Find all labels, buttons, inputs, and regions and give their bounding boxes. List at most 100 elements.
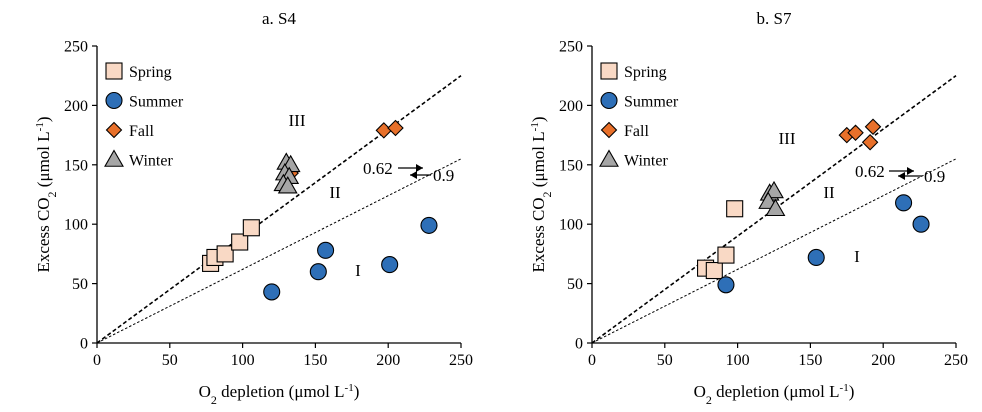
x-tick-label: 50 [657,352,673,369]
legend-marker-summer [600,91,618,110]
legend-label-spring: Spring [129,64,172,81]
legend-marker-fall [600,121,618,139]
data-point-fall [861,133,879,151]
x-tick-label: 200 [376,352,400,369]
x-tick-label: 200 [871,352,895,369]
data-point-summer [912,215,930,233]
x-axis-title: O2 depletion (μmol L-1) [694,382,855,407]
y-axis-title: Excess CO2 (μmol L-1) [529,116,554,272]
axis-title-part: Excess CO [529,197,548,272]
legend-label-winter: Winter [129,153,173,170]
reference-line-09 [591,75,957,344]
x-tick-label: 100 [726,352,750,369]
x-tick-label: 250 [944,352,968,369]
slope-09-label: 0.9 [433,166,454,185]
data-point-spring [216,245,234,263]
legend-marker-summer [105,91,123,110]
data-point-fall [864,118,882,136]
legend-label-summer: Summer [624,94,679,111]
y-tick-label: 250 [64,39,88,56]
y-axis-title: Excess CO2 (μmol L-1) [34,116,59,272]
axis-title-part: Excess CO [34,197,53,272]
x-tick-label: 100 [231,352,255,369]
y-tick-label: 0 [575,336,583,353]
axis-title-part: 2 [706,393,712,407]
legend-marker-fall [105,121,123,139]
y-tick-label: 50 [567,276,583,293]
y-tick-label: 100 [64,217,88,234]
axis-title-part: ) [354,382,360,401]
y-tick-label: 200 [559,98,583,115]
data-point-spring [705,261,723,280]
reference-line-062 [96,158,462,344]
region-label-iii: III [779,129,796,148]
y-tick-label: 100 [559,217,583,234]
legend-marker-spring [105,62,123,80]
x-tick-label: 150 [303,352,327,369]
data-point-summer [263,283,281,301]
region-label-iii: III [289,111,306,130]
axis-title-part: ) [529,116,548,122]
data-point-summer [420,216,438,234]
x-axis-title: O2 depletion (μmol L-1) [199,382,360,407]
data-point-summer [381,256,399,274]
y-tick-label: 50 [72,276,88,293]
axis-title-part: (μmol L [529,131,548,191]
legend-label-summer: Summer [129,94,184,111]
data-point-summer [895,194,913,212]
axis-title-part: -1 [840,382,849,394]
legend: Spring Summer Fall Winter [599,62,679,170]
legend-marker-spring [600,62,618,80]
slope-062-label: 0.62 [855,162,885,181]
x-tick-label: 250 [449,352,473,369]
series-fall [838,118,882,151]
data-point-spring [726,200,744,218]
data-point-summer [717,276,735,294]
region-label-ii: II [823,183,835,202]
reference-line-062 [591,158,957,344]
legend-marker-winter [104,149,124,167]
axis-title-part: ) [34,116,53,122]
data-point-summer [807,248,825,267]
axis-title-part: -1 [34,122,46,131]
slope-062-arrow-head [907,167,914,175]
data-point-fall [847,124,864,142]
legend-label-fall: Fall [624,123,649,140]
region-label-i: I [355,261,361,280]
legend-marker-winter [599,149,619,167]
series-winter [758,180,786,217]
data-point-summer [317,241,335,259]
slope-09-arrow-head [898,172,905,180]
axis-title-part: depletion (μmol L [712,382,840,401]
data-point-summer [309,263,327,281]
y-tick-label: 200 [64,98,88,115]
axis-title-part: depletion (μmol L [217,382,345,401]
legend-label-winter: Winter [624,153,668,170]
axis-title-part: O [199,382,211,401]
axis-title-part: 2 [211,393,217,407]
axis-title-part: 2 [45,191,59,197]
panel-title: a. S4 [262,9,297,28]
slope-062-label: 0.62 [363,159,393,178]
data-point-spring [231,233,249,251]
reference-line-09 [96,75,462,344]
data-point-winter [764,180,784,199]
y-tick-label: 0 [80,336,88,353]
axis-title-part: ) [849,382,855,401]
region-label-i: I [854,247,860,266]
x-tick-label: 0 [588,352,596,369]
series-spring [697,200,744,280]
x-tick-label: 0 [93,352,101,369]
legend-label-spring: Spring [624,64,667,81]
series-winter [273,152,301,194]
series-summer [263,216,438,301]
slope-09-arrow-head [410,171,417,179]
y-tick-label: 150 [64,157,88,174]
axis-title-part: (μmol L [34,131,53,191]
y-tick-label: 150 [559,157,583,174]
data-point-winter [765,198,786,217]
axis-title-part: -1 [529,122,541,131]
